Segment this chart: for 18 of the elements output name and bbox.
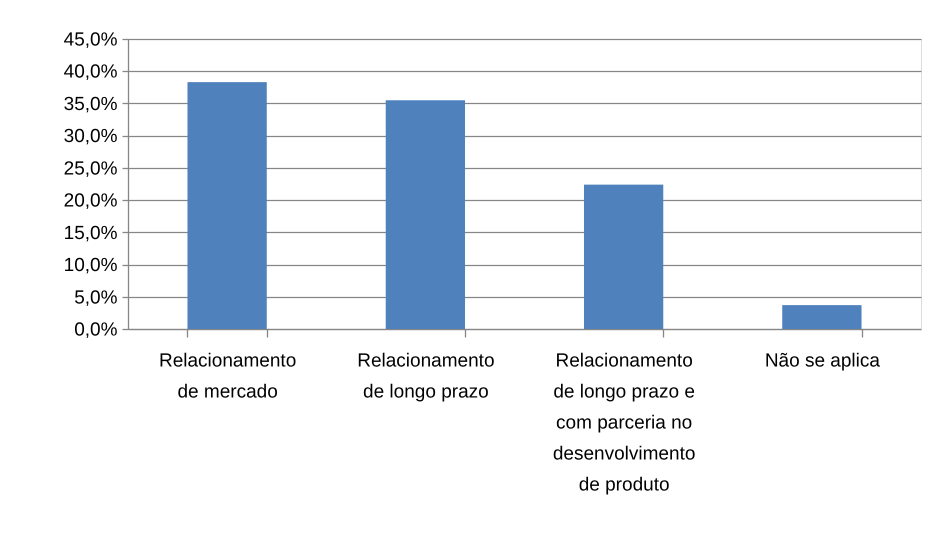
x-tick-label: Relacionamento de mercado — [158, 350, 296, 402]
bar — [584, 184, 664, 329]
bar — [782, 305, 862, 329]
y-tick-label: 0,0% — [74, 320, 118, 340]
x-tick-label: Relacionamento de longo prazo e com parceria no desenvolvimento de produto — [552, 350, 696, 496]
y-tick-label: 5,0% — [74, 287, 118, 308]
y-tick-label: 10,0% — [64, 255, 118, 276]
bar — [386, 100, 466, 329]
y-tick-label: 35,0% — [64, 94, 118, 115]
y-tick-label: 45,0% — [64, 30, 118, 50]
y-tick-label: 40,0% — [64, 62, 118, 83]
x-tick-label: Relacionamento de longo prazo — [357, 350, 495, 402]
bar — [187, 82, 267, 329]
y-tick-label: 25,0% — [64, 158, 118, 180]
y-tick-label: 30,0% — [64, 126, 118, 148]
y-tick-label: 20,0% — [64, 190, 118, 212]
x-tick-label: Não se aplica — [764, 350, 880, 372]
y-tick-label: 15,0% — [64, 222, 118, 244]
